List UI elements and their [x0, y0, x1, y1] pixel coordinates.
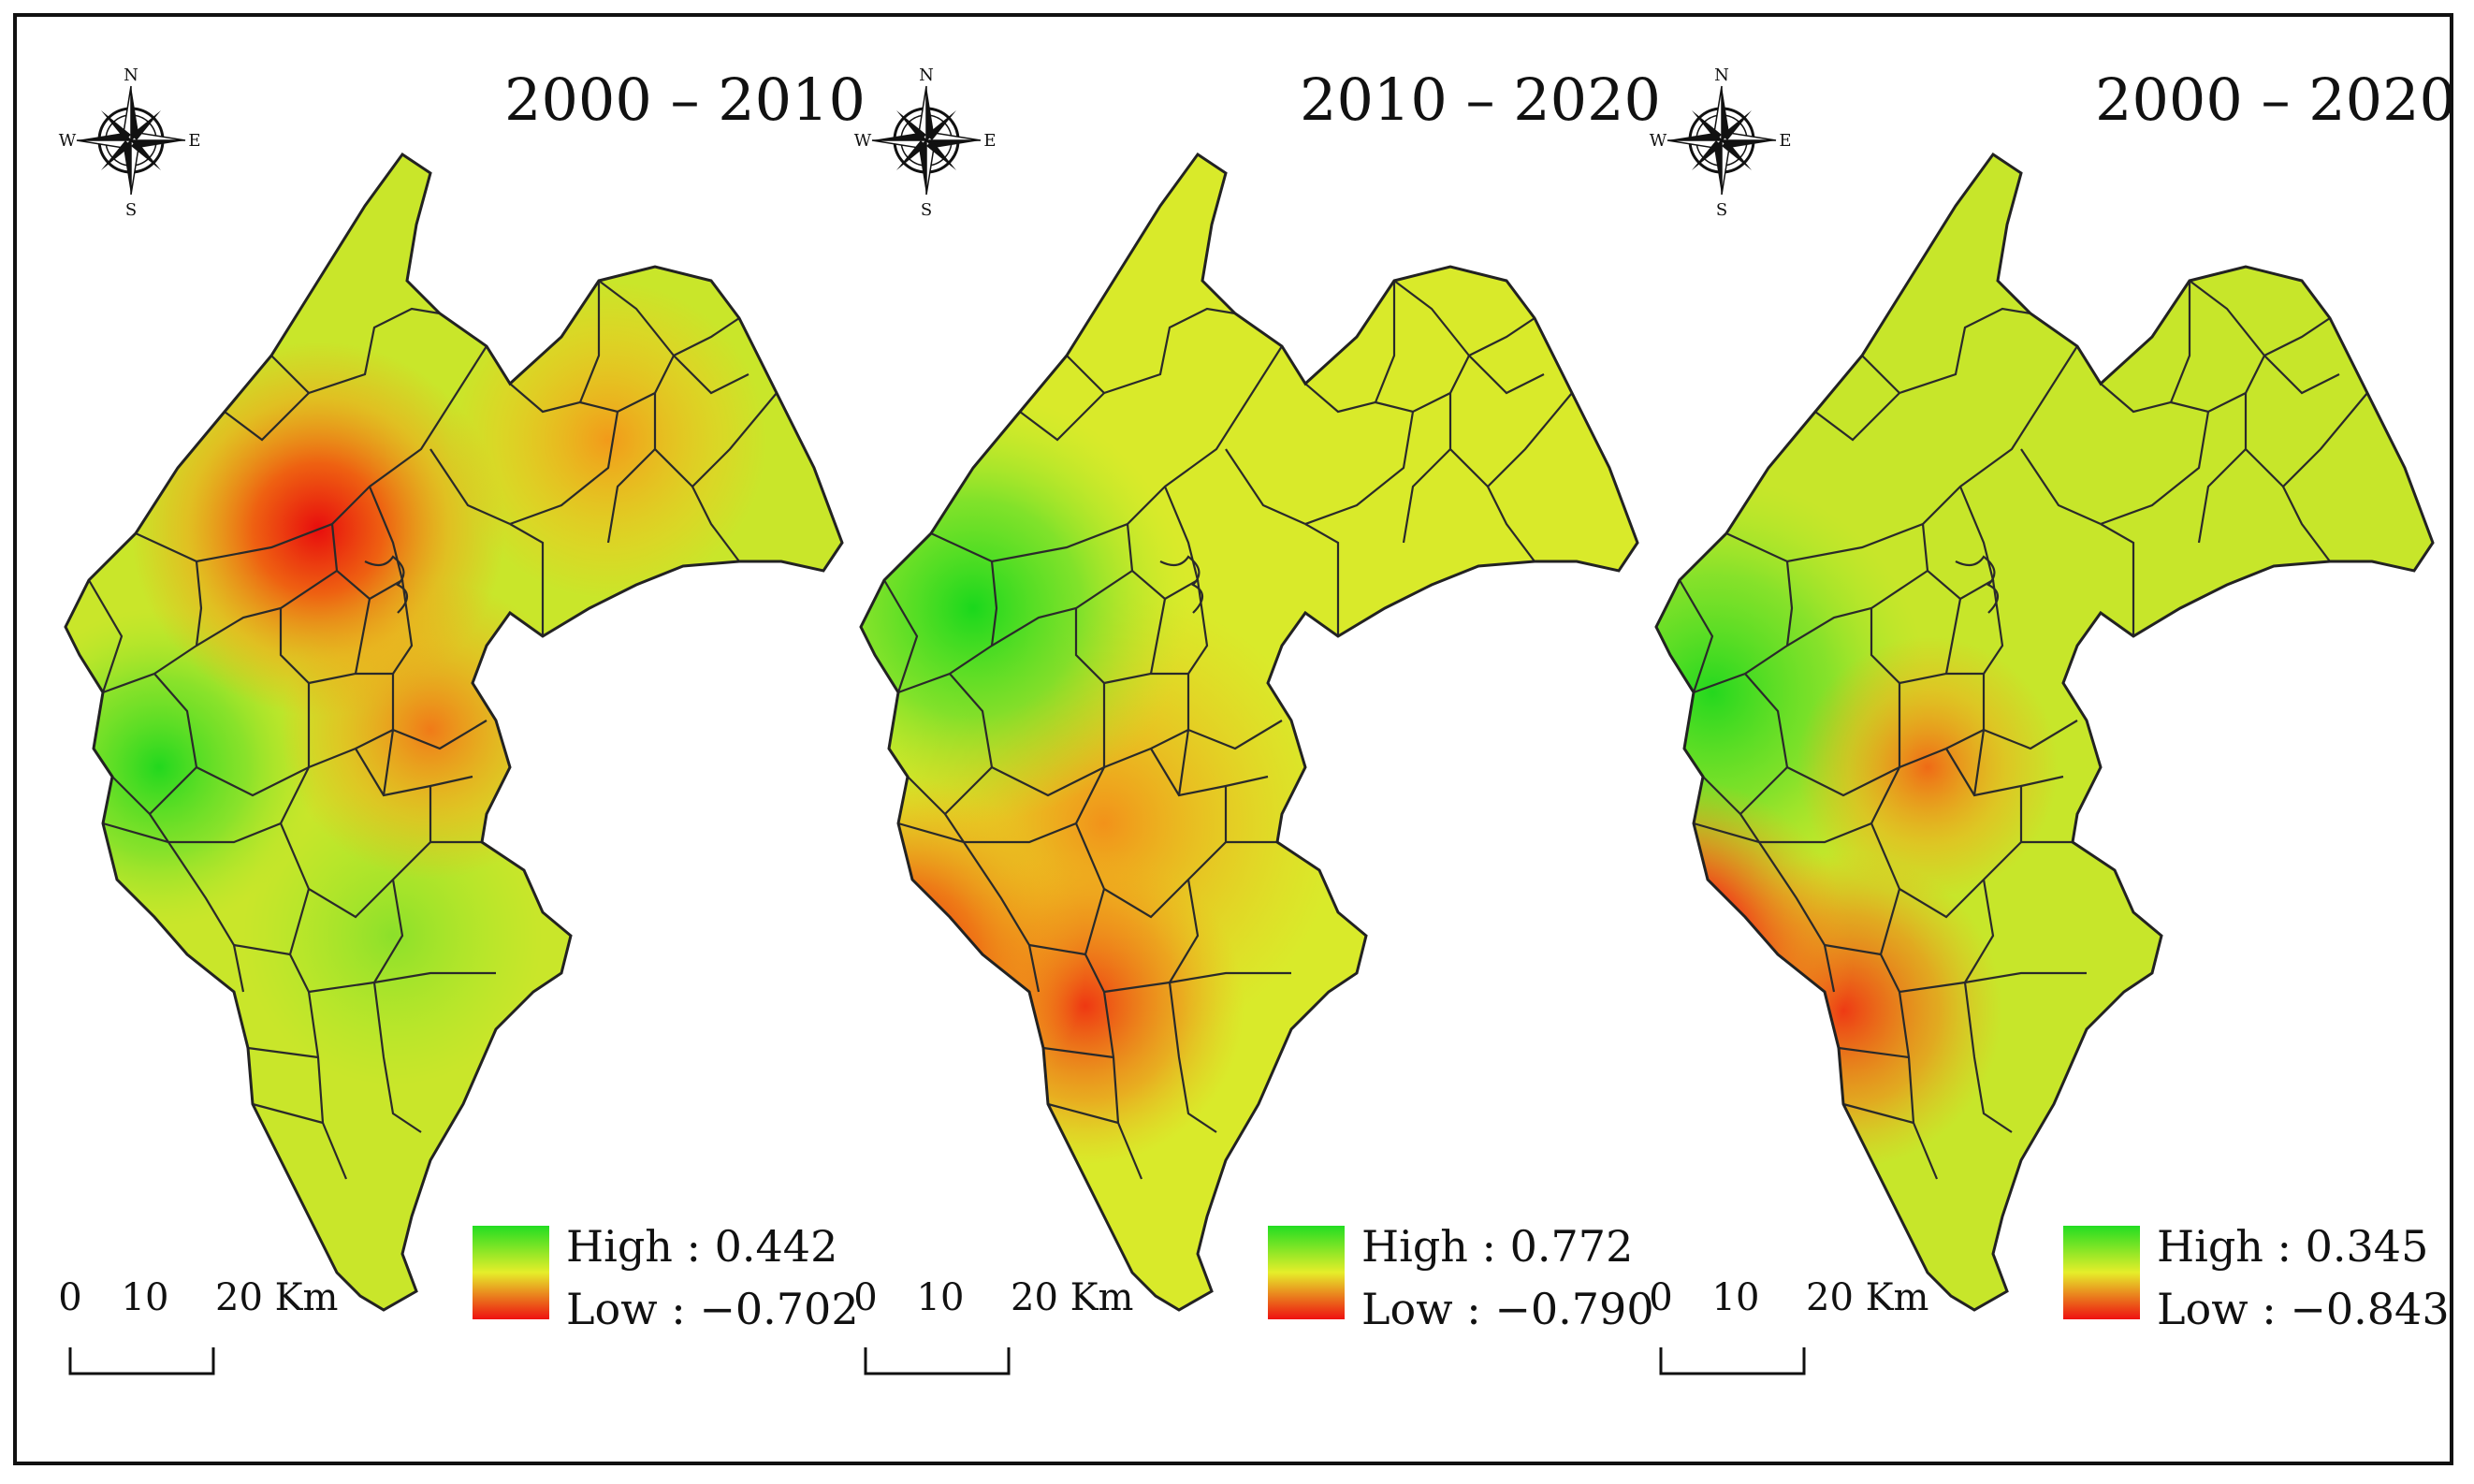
panel-title: 2000 – 2010 — [504, 65, 866, 134]
legend-high-label: High : 0.442 — [566, 1221, 837, 1272]
legend-low-label: Low : −0.702 — [566, 1284, 859, 1334]
scale-bar: 0 10 20 Km — [1649, 1276, 1928, 1375]
panel-title: 2010 – 2020 — [1300, 65, 1661, 134]
legend: High : 0.345 Low : −0.843 — [2063, 1221, 2450, 1334]
legend-low-label: Low : −0.843 — [2157, 1284, 2450, 1334]
map-panel-2000-2010: 2000 – 2010 N S E W High : 0.442 Low : −0.702 0… — [58, 65, 866, 1375]
scale-line — [1659, 1347, 1806, 1375]
scale-label-1: 10 — [917, 1276, 965, 1319]
scale-label-0: 0 — [58, 1276, 81, 1319]
compass-e-label: E — [188, 131, 200, 151]
compass-n-label: N — [124, 65, 138, 85]
north-arrow-icon: N S E W — [854, 65, 997, 220]
scale-label-2: 20 Km — [1806, 1276, 1928, 1319]
scale-line — [68, 1347, 215, 1375]
compass-w-label: W — [59, 131, 77, 151]
scale-label-2: 20 Km — [215, 1276, 338, 1319]
legend-color-ramp — [473, 1226, 549, 1319]
scale-label-1: 10 — [122, 1276, 169, 1319]
panel-title: 2000 – 2020 — [2095, 65, 2456, 134]
scale-label-2: 20 Km — [1011, 1276, 1133, 1319]
scale-bar: 0 10 20 Km — [853, 1276, 1133, 1375]
choropleth-surface — [65, 154, 842, 1310]
compass-n-label: N — [919, 65, 934, 85]
scale-label-0: 0 — [853, 1276, 877, 1319]
legend-color-ramp — [2063, 1226, 2140, 1319]
legend-high-label: High : 0.772 — [1361, 1221, 1633, 1272]
compass-w-label: W — [1650, 131, 1667, 151]
scale-label-0: 0 — [1649, 1276, 1672, 1319]
legend: High : 0.772 Low : −0.790 — [1268, 1221, 1654, 1334]
north-arrow-icon: N S E W — [1650, 65, 1792, 220]
map-panel-2000-2020: 2000 – 2020 N S E W High : 0.345 Low : −0.843 0… — [1649, 65, 2456, 1375]
legend: High : 0.442 Low : −0.702 — [473, 1221, 859, 1334]
compass-s-label: S — [125, 200, 137, 220]
legend-color-ramp — [1268, 1226, 1345, 1319]
compass-e-label: E — [1779, 131, 1791, 151]
north-arrow-icon: N S E W — [59, 65, 201, 220]
compass-w-label: W — [854, 131, 872, 151]
choropleth-surface — [1656, 154, 2433, 1310]
compass-s-label: S — [921, 200, 932, 220]
compass-s-label: S — [1716, 200, 1727, 220]
figure-frame — [13, 13, 2453, 1465]
map-panel-2010-2020: 2010 – 2020 N S E W High : 0.772 Low : −0.790 0… — [853, 65, 1661, 1375]
scale-bar: 0 10 20 Km — [58, 1276, 338, 1375]
compass-e-label: E — [983, 131, 996, 151]
legend-high-label: High : 0.345 — [2157, 1221, 2428, 1272]
legend-low-label: Low : −0.790 — [1361, 1284, 1654, 1334]
scale-line — [864, 1347, 1011, 1375]
choropleth-surface — [861, 154, 1637, 1310]
scale-label-1: 10 — [1712, 1276, 1760, 1319]
compass-n-label: N — [1714, 65, 1729, 85]
